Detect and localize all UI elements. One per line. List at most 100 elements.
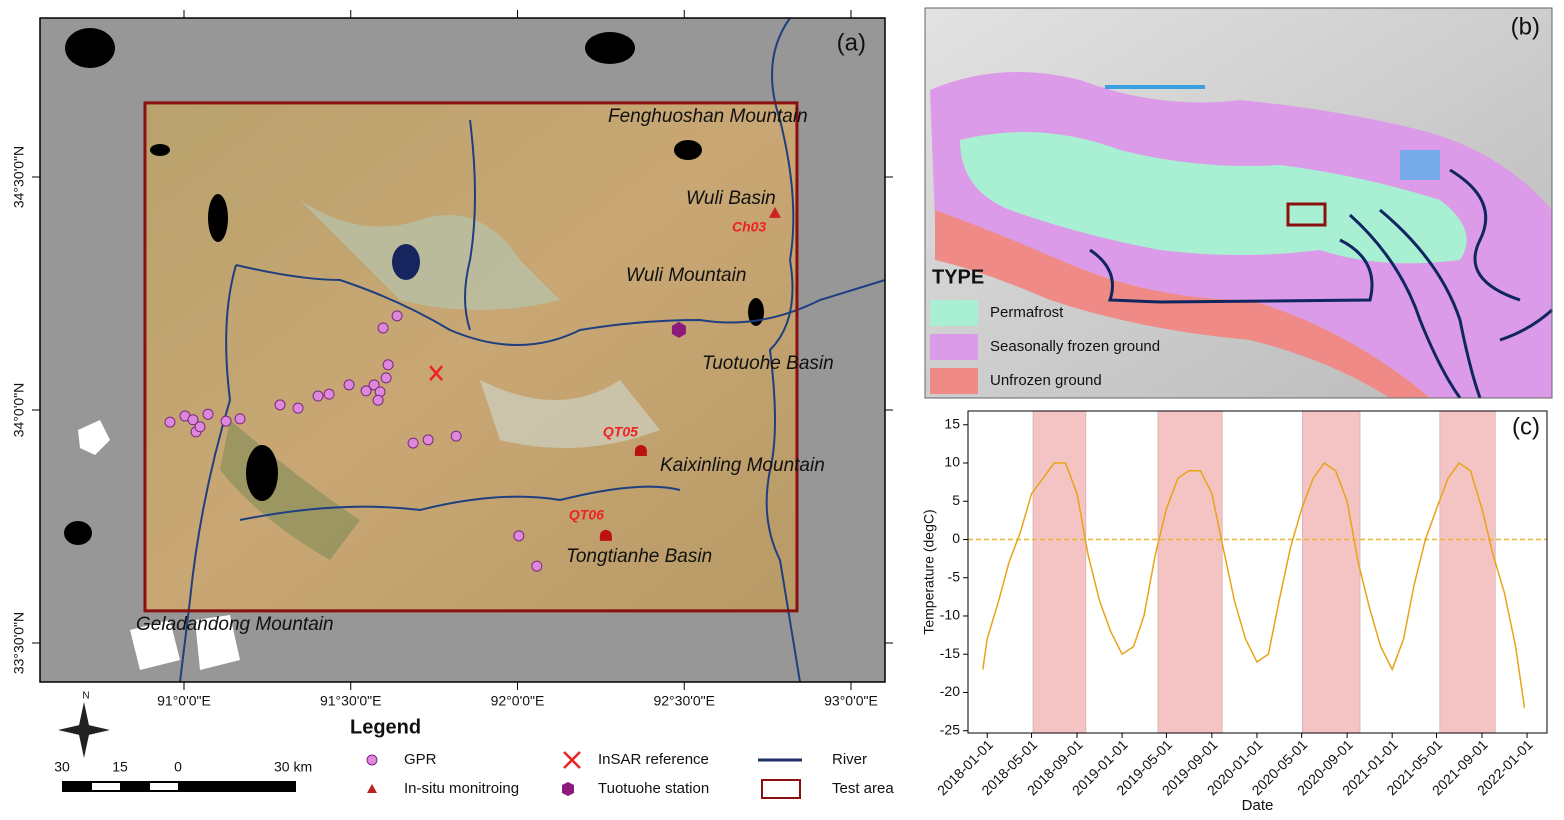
permafrost-area (960, 132, 1467, 264)
test-area (143, 101, 799, 613)
lon-tick-label: 91°0'0"E (157, 693, 211, 709)
y-tick-label: -20 (940, 683, 960, 699)
gpr-point (202, 408, 214, 420)
river (239, 485, 681, 521)
river (1348, 213, 1462, 399)
temperature-line (982, 461, 1526, 708)
test-area-box (1286, 202, 1327, 227)
y-tick-label: -25 (940, 721, 960, 737)
place-label: Wuli Mountain (626, 265, 746, 286)
legend-title: Legend (350, 716, 421, 738)
river (464, 119, 476, 331)
place-label: Fenghuoshan Mountain (608, 106, 808, 127)
y-tick-label: -10 (940, 607, 960, 623)
north-arrow (58, 702, 110, 758)
glacier (78, 420, 110, 455)
scale-bar (62, 781, 296, 792)
shaded-period (1439, 410, 1496, 734)
gpr-point (187, 414, 199, 426)
rivers (1089, 168, 1554, 399)
panel-label: (b) (1511, 13, 1540, 40)
legend-label: Tuotuohe station (598, 780, 709, 797)
y-tick-label: 10 (944, 454, 960, 470)
place-label: Tuotuohe Basin (702, 353, 834, 374)
insitu-site (634, 445, 647, 457)
glacier (130, 620, 180, 670)
scale-segment (92, 783, 120, 790)
gpr-point (274, 399, 286, 411)
scale-label: 30 km (274, 759, 312, 775)
map-frame (39, 17, 886, 683)
lat-tick-label: 34°30'0"N (11, 146, 27, 208)
surface-patch (300, 200, 560, 310)
river (235, 264, 886, 346)
y-tick-label: 15 (944, 415, 960, 431)
legend-label: Test area (832, 780, 894, 797)
shaded-period (1157, 410, 1223, 734)
gpr-point (343, 379, 355, 391)
surface-patch (1400, 150, 1440, 180)
lon-tick-label: 93°0'0"E (824, 693, 878, 709)
lat-tick-label: 34°0'0"N (11, 383, 27, 438)
lake (585, 32, 635, 64)
river (179, 264, 237, 683)
panel-label: (c) (1512, 413, 1540, 440)
lake (208, 194, 228, 242)
y-tick-label: -5 (948, 568, 961, 584)
gpr-point (391, 310, 403, 322)
insitu-site (768, 206, 781, 218)
site-label: QT06 (569, 507, 604, 523)
rivers (179, 17, 886, 683)
scale-segment (150, 783, 178, 790)
lon-tick-label: 92°30'0"E (653, 693, 715, 709)
legend-label: Seasonally frozen ground (990, 338, 1160, 355)
scale-label: 30 (54, 759, 70, 775)
river (1449, 168, 1521, 302)
gpr-point (292, 402, 304, 414)
lake (246, 445, 278, 501)
legend-label: River (832, 751, 867, 768)
scale-label: 0 (174, 759, 182, 775)
gpr-point (380, 372, 392, 384)
legend-insitu-symbol (367, 784, 377, 793)
legend-gpr-symbol (366, 754, 378, 766)
y-tick-label: 5 (952, 492, 960, 508)
gpr-point (220, 415, 232, 427)
legend-label: Permafrost (990, 304, 1064, 321)
lake (392, 244, 420, 280)
unfrozen-area (935, 210, 1430, 398)
gpr-point (531, 560, 543, 572)
surface-patch (480, 380, 660, 448)
insar-reference (429, 365, 444, 381)
map-a: (a) Legend GPR In-situ monitroing InSAR … (11, 10, 894, 799)
gpr-point (194, 421, 206, 433)
lakes (64, 28, 764, 545)
x-axis-label: Date (1242, 797, 1274, 814)
place-label: Tongtianhe Basin (566, 546, 712, 567)
legend-title: TYPE (932, 266, 984, 288)
river (765, 17, 801, 683)
legend-label: InSAR reference (598, 751, 709, 768)
scale-label: 15 (112, 759, 128, 775)
insitu-site (599, 529, 612, 541)
legend-station-symbol (562, 782, 574, 796)
legend-insar-symbol (563, 751, 581, 769)
map-frame (924, 7, 1553, 399)
tuotuohe-station (671, 321, 686, 338)
lake (674, 140, 702, 160)
chart-c: 151050-5-10-15-20-252018-01-012018-05-01… (921, 410, 1548, 814)
lon-tick-label: 92°0'0"E (491, 693, 545, 709)
legend-swatch (930, 334, 978, 360)
river (1499, 308, 1554, 342)
place-label: Wuli Basin (686, 188, 776, 209)
gpr-point (312, 390, 324, 402)
lake (64, 521, 92, 545)
gpr-point (368, 379, 380, 391)
lake (150, 144, 170, 156)
gpr-point (407, 437, 419, 449)
legend-test-area-symbol (761, 779, 801, 799)
gpr-point (234, 413, 246, 425)
plot-frame (967, 410, 1548, 734)
legend-swatch (930, 300, 978, 326)
